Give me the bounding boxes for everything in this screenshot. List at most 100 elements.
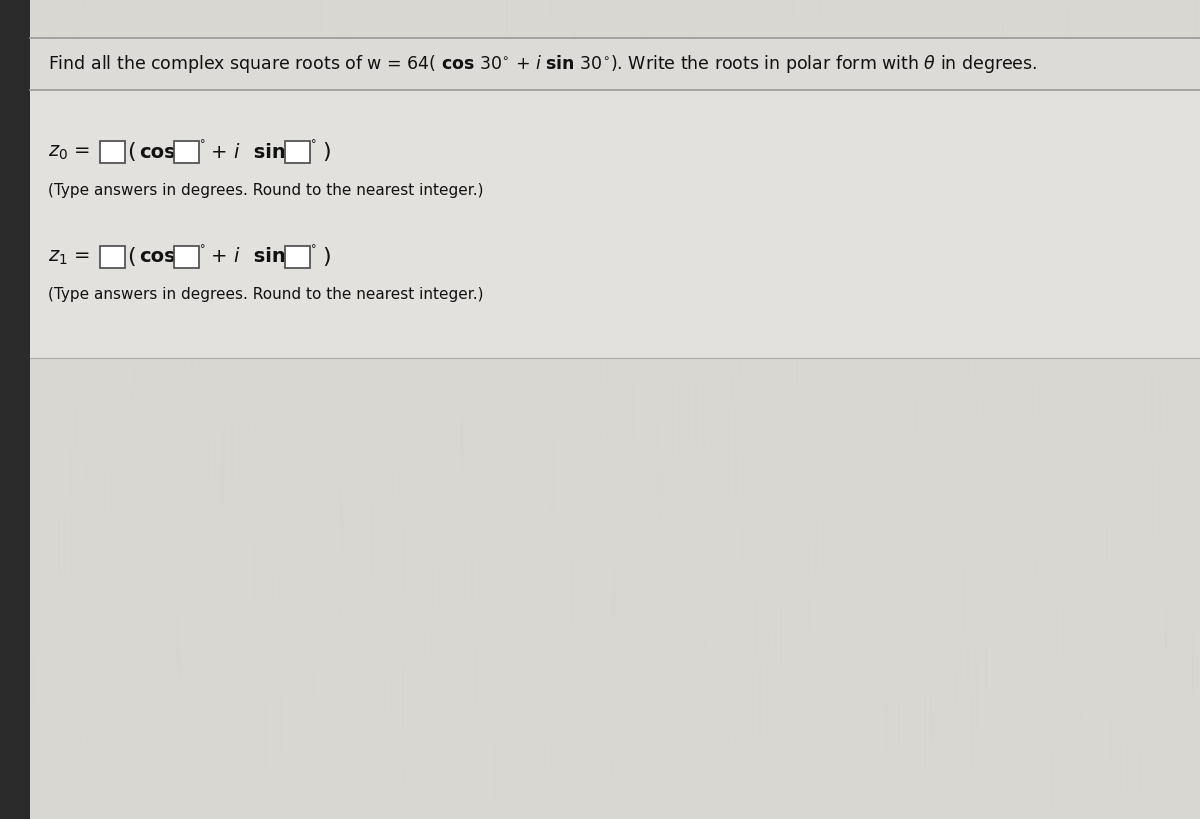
Bar — [208, 433, 209, 486]
Bar — [431, 627, 432, 658]
Bar — [343, 29, 344, 98]
Bar — [406, 225, 408, 280]
Bar — [1002, 51, 1003, 66]
Bar — [992, 225, 994, 251]
Bar — [886, 120, 887, 132]
Text: °: ° — [200, 244, 205, 254]
Bar — [808, 601, 810, 629]
Bar — [656, 365, 659, 445]
Text: (: ( — [127, 247, 136, 267]
Bar — [898, 701, 900, 744]
Bar — [911, 119, 913, 155]
Bar — [574, 30, 576, 97]
Bar — [472, 559, 473, 600]
Bar — [1076, 176, 1078, 216]
Bar — [673, 100, 676, 125]
Bar — [1165, 607, 1166, 649]
Bar — [475, 88, 478, 127]
Bar — [1052, 750, 1054, 815]
Bar — [808, 542, 810, 581]
Bar — [1084, 35, 1086, 47]
Bar — [985, 615, 988, 687]
Bar — [930, 690, 932, 740]
Text: $z_1$ =: $z_1$ = — [48, 247, 90, 266]
Bar — [635, 526, 636, 542]
Bar — [61, 238, 64, 286]
Bar — [44, 595, 47, 661]
Text: °: ° — [311, 244, 317, 254]
Bar — [278, 575, 280, 600]
Bar — [1192, 631, 1194, 698]
Bar — [346, 458, 347, 514]
Bar — [742, 523, 743, 563]
Bar — [862, 676, 864, 740]
Bar — [1060, 38, 1061, 99]
Bar — [902, 475, 904, 521]
Bar — [977, 660, 978, 726]
Bar — [1110, 719, 1111, 762]
Bar — [1126, 575, 1128, 609]
Bar — [265, 704, 266, 769]
Bar — [818, 472, 821, 515]
Bar — [924, 696, 925, 770]
Bar — [846, 467, 847, 509]
Bar — [785, 586, 786, 638]
Bar — [611, 597, 613, 616]
Bar — [341, 501, 343, 553]
Bar — [324, 100, 325, 159]
Bar — [623, 686, 624, 758]
Bar — [0, 0, 30, 819]
Bar — [426, 507, 428, 559]
Bar — [330, 701, 331, 764]
Bar — [202, 358, 203, 365]
Text: cos: cos — [139, 143, 175, 161]
Bar — [84, 0, 85, 8]
Bar — [698, 138, 700, 203]
Bar — [613, 628, 616, 639]
Bar — [1002, 19, 1003, 70]
Text: °: ° — [200, 139, 205, 149]
Bar — [132, 97, 133, 175]
Bar — [480, 175, 481, 205]
Bar — [43, 170, 44, 233]
Bar — [576, 170, 577, 201]
Bar — [230, 424, 233, 483]
Bar — [892, 477, 894, 535]
Bar — [222, 428, 224, 505]
Bar — [889, 152, 890, 228]
Bar — [950, 553, 953, 618]
Bar — [236, 96, 238, 115]
Text: i: i — [233, 143, 239, 161]
Bar — [52, 600, 54, 624]
Bar — [695, 524, 696, 586]
Text: sin: sin — [247, 143, 286, 161]
Bar — [481, 143, 484, 183]
Bar — [47, 260, 48, 305]
Bar — [1129, 636, 1130, 705]
Bar — [191, 338, 193, 375]
Bar — [421, 316, 422, 325]
Bar — [506, 0, 508, 62]
Bar — [248, 459, 250, 477]
Bar — [823, 726, 824, 802]
Bar — [704, 641, 706, 647]
Bar — [1036, 555, 1037, 581]
Bar — [259, 645, 260, 707]
Bar — [1171, 210, 1172, 237]
Bar — [641, 0, 642, 43]
Bar — [1110, 219, 1111, 282]
Bar — [1196, 655, 1199, 690]
Bar — [572, 163, 574, 203]
Bar — [749, 0, 750, 8]
Bar — [1063, 604, 1064, 658]
Bar — [286, 246, 310, 268]
Bar — [979, 260, 980, 280]
Bar — [397, 97, 398, 112]
Bar — [80, 735, 82, 744]
Bar — [1162, 236, 1163, 280]
Bar — [551, 502, 552, 509]
Bar — [50, 145, 52, 184]
Text: sin: sin — [247, 247, 286, 266]
Bar — [253, 540, 256, 601]
Bar — [1099, 118, 1100, 162]
